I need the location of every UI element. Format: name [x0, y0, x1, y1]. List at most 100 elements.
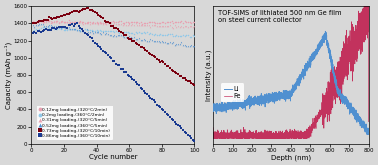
Point	[85, 7, 91, 9]
Point	[88, 28, 94, 31]
Point	[190, 21, 196, 23]
Fe	[347, 63, 351, 65]
Point	[31, 21, 37, 23]
Point	[76, 25, 82, 27]
Point	[67, 12, 73, 14]
Point	[112, 31, 118, 33]
Point	[48, 24, 54, 27]
Point	[107, 22, 113, 25]
Point	[45, 20, 51, 23]
Point	[150, 99, 156, 102]
Point	[93, 31, 99, 33]
Point	[46, 20, 52, 22]
Point	[170, 26, 176, 29]
Point	[139, 88, 145, 90]
Point	[35, 24, 41, 26]
Point	[77, 28, 83, 31]
Point	[62, 29, 68, 32]
Point	[139, 31, 145, 34]
Li	[323, 30, 328, 32]
Point	[74, 9, 80, 12]
Li	[277, 94, 282, 96]
Point	[108, 20, 114, 23]
Point	[53, 16, 59, 19]
Point	[119, 23, 125, 26]
Point	[102, 21, 108, 24]
Point	[150, 55, 156, 58]
Point	[113, 21, 119, 23]
Point	[154, 58, 160, 60]
Point	[167, 33, 173, 35]
Point	[154, 103, 160, 106]
Point	[159, 21, 165, 24]
Point	[100, 30, 106, 33]
Point	[164, 24, 170, 27]
Point	[46, 19, 52, 22]
Point	[33, 24, 39, 27]
Point	[181, 20, 187, 23]
Point	[105, 53, 111, 56]
Point	[50, 17, 56, 20]
Point	[185, 34, 191, 37]
Point	[160, 33, 166, 36]
Point	[69, 28, 75, 31]
Legend: Li, Fe: Li, Fe	[221, 83, 244, 102]
Point	[165, 25, 171, 28]
Point	[50, 20, 56, 23]
Point	[30, 32, 36, 34]
Point	[76, 21, 82, 23]
Point	[30, 22, 36, 24]
Li	[211, 105, 215, 107]
Point	[116, 30, 122, 33]
Point	[31, 21, 37, 23]
Point	[90, 39, 96, 42]
Point	[69, 21, 75, 23]
Point	[144, 93, 150, 95]
Point	[45, 20, 51, 22]
Point	[129, 21, 135, 23]
Point	[33, 21, 39, 23]
Point	[178, 35, 184, 37]
Point	[183, 25, 189, 28]
Point	[43, 24, 49, 27]
Point	[90, 21, 96, 23]
Point	[183, 44, 189, 47]
Point	[131, 21, 137, 23]
Point	[110, 24, 116, 27]
Point	[115, 31, 121, 33]
Point	[66, 12, 72, 15]
Point	[92, 21, 98, 24]
Point	[147, 20, 153, 23]
Point	[180, 21, 186, 24]
Point	[118, 31, 124, 33]
Point	[177, 34, 183, 37]
Point	[43, 20, 49, 23]
Point	[79, 29, 85, 32]
Point	[116, 64, 122, 67]
Point	[88, 22, 94, 25]
Point	[190, 138, 196, 141]
Point	[157, 24, 163, 27]
Point	[124, 24, 130, 26]
Point	[116, 32, 122, 34]
Point	[30, 20, 36, 23]
Point	[128, 36, 134, 38]
Point	[169, 25, 175, 28]
Point	[100, 22, 106, 25]
Point	[105, 32, 111, 35]
Point	[121, 71, 127, 73]
Point	[62, 21, 68, 23]
Point	[61, 14, 67, 17]
Point	[108, 57, 114, 60]
Point	[115, 28, 121, 31]
Point	[56, 27, 62, 30]
Point	[61, 21, 67, 23]
Point	[126, 75, 132, 77]
Point	[87, 29, 93, 31]
Point	[183, 78, 189, 81]
Point	[149, 24, 155, 26]
Point	[41, 20, 47, 23]
Point	[157, 21, 163, 24]
Point	[90, 21, 96, 24]
Point	[93, 42, 99, 45]
